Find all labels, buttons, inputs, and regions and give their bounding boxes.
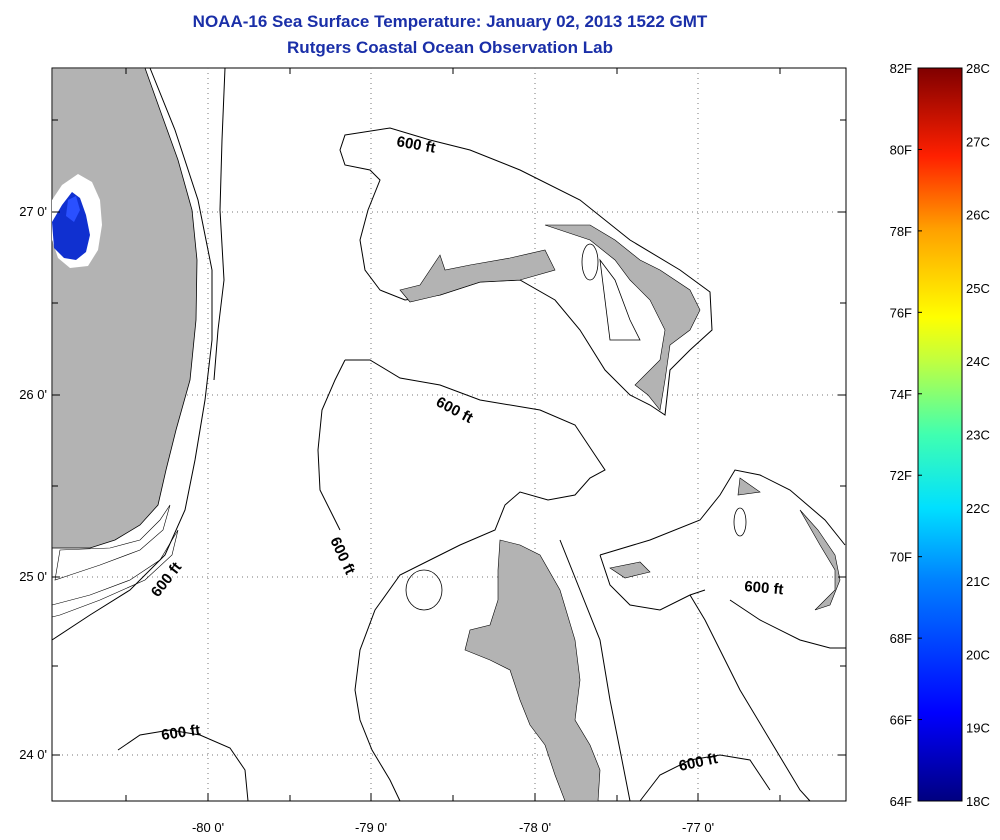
lon-tick-label: -78 0' — [519, 820, 551, 835]
colorbar-c-label: 23C — [966, 428, 990, 443]
colorbar-f-label: 68F — [890, 631, 912, 646]
colorbar-f-label: 76F — [890, 305, 912, 320]
colorbar-f-label: 82F — [890, 61, 912, 76]
colorbar-c-label: 19C — [966, 721, 990, 736]
lon-tick-label: -79 0' — [355, 820, 387, 835]
bank-shoal — [581, 243, 599, 281]
lat-tick-label: 24 0' — [19, 747, 47, 762]
andros-contour — [559, 539, 631, 802]
abaco-inner-contour — [599, 258, 641, 341]
colorbar-f-label: 80F — [890, 142, 912, 157]
map-subtitle: Rutgers Coastal Ocean Observation Lab — [287, 38, 613, 57]
south-contour — [117, 729, 249, 802]
lat-tick-label: 25 0' — [19, 569, 47, 584]
depth-label: 600 ft — [744, 578, 785, 598]
colorbar-f-label: 78F — [890, 224, 912, 239]
lon-tick-label: -80 0' — [192, 820, 224, 835]
colorbar-f-label: 70F — [890, 550, 912, 565]
colorbar-c-label: 25C — [966, 281, 990, 296]
colorbar-c-label: 18C — [966, 794, 990, 809]
lat-tick-label: 27 0' — [19, 204, 47, 219]
depth-label: 600 ft — [160, 722, 201, 744]
shoal-oval — [405, 569, 443, 611]
tick-marks — [52, 68, 846, 801]
lat-tick-label: 26 0' — [19, 387, 47, 402]
lake-okeechobee-sst — [52, 192, 90, 260]
exuma-contour — [599, 469, 846, 611]
colorbar-c-label: 27C — [966, 134, 990, 149]
exuma-outer-contour — [689, 594, 811, 802]
colorbar-f-label: 72F — [890, 468, 912, 483]
colorbar-f-label: 64F — [890, 794, 912, 809]
lon-tick-label: -77 0' — [682, 820, 714, 835]
little-bahama-bank-contour — [339, 127, 713, 416]
colorbar — [917, 67, 963, 802]
exuma-shoal — [733, 507, 747, 537]
straits-contour — [213, 67, 226, 381]
great-bahama-bank-north-contour — [317, 359, 606, 802]
depth-label: 600 ft — [395, 133, 437, 157]
abaco-land — [544, 224, 701, 411]
colorbar-c-label: 20C — [966, 647, 990, 662]
grand-bahama-land — [399, 249, 556, 303]
map-title: NOAA-16 Sea Surface Temperature: January… — [192, 12, 708, 31]
colorbar-c-label: 28C — [966, 61, 990, 76]
colorbar-f-label: 66F — [890, 713, 912, 728]
lake-okeechobee-edge — [66, 196, 80, 222]
colorbar-c-label: 21C — [966, 574, 990, 589]
colorbar-c-label: 24C — [966, 354, 990, 369]
eleuthera-land — [609, 477, 841, 611]
southeast-contour — [729, 599, 846, 649]
colorbar-c-label: 22C — [966, 501, 990, 516]
florida-600ft-contour — [51, 67, 213, 641]
colorbar-f-label: 74F — [890, 387, 912, 402]
colorbar-c-label: 26C — [966, 208, 990, 223]
south-east-contour — [639, 754, 771, 802]
florida-keys — [51, 504, 179, 618]
colorbar-labels: 82F 80F 78F 76F 74F 72F 70F 68F 66F 64F 28C 27C 26C 2… — [890, 61, 990, 809]
andros-land — [464, 539, 601, 802]
